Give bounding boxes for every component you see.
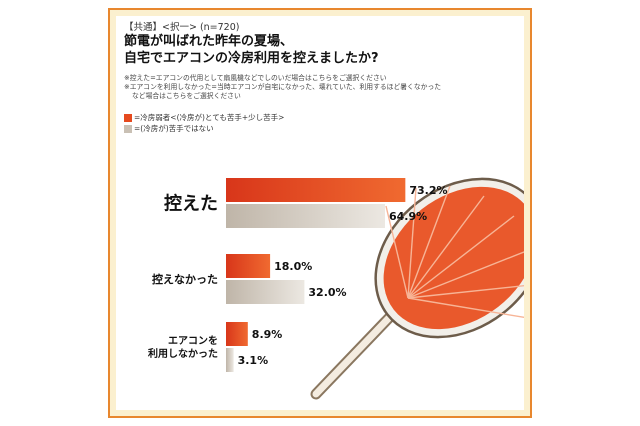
legend-swatch-notweak — [124, 124, 132, 133]
value-label-riyou-shinakatta-notweak: 3.1% — [238, 354, 269, 367]
legend-label-weak: =冷房弱者<(冷房が)とても苦手+少し苦手> — [134, 113, 285, 122]
bar-hikaeta-notweak — [226, 204, 386, 228]
value-label-riyou-shinakatta-weak: 8.9% — [252, 328, 283, 341]
bar-hikaenakatta-weak — [226, 254, 271, 278]
fan-ribs — [385, 185, 524, 319]
category-label-riyou-shinakatta-2: 利用しなかった — [148, 347, 218, 360]
survey-tag: 【共通】<択一> (n=720) — [124, 22, 240, 33]
chart-marks: 控えた 73.2% 64.9% 控えなかった 18.0% 32.0% エアコンを利用しなかっ… — [148, 178, 448, 372]
bar-chart: 控えた 73.2% 64.9% 控えなかった 18.0% 32.0% エアコンを利用しなかっ… — [148, 177, 524, 400]
chart-title: 節電が叫ばれた昨年の夏場、 自宅でエアコンの冷房利用を控えましたか? — [124, 33, 379, 67]
category-label-hikaeta: 控えた — [164, 192, 218, 214]
value-label-hikaenakatta-notweak: 32.0% — [308, 286, 346, 299]
bar-hikaenakatta-notweak — [226, 280, 305, 304]
bar-hikaeta-weak — [226, 178, 406, 202]
value-label-hikaeta-notweak: 64.9% — [389, 210, 427, 223]
note-2: ※エアコンを利用しなかった=当時エアコンが自宅になかった、壊れていた、利用するほ… — [124, 83, 442, 91]
bar-riyou-shinakatta-notweak — [226, 348, 234, 372]
legend-item-weak: =冷房弱者<(冷房が)とても苦手+少し苦手> — [124, 112, 284, 123]
value-label-hikaenakatta-weak: 18.0% — [274, 260, 312, 273]
title-line-2: 自宅でエアコンの冷房利用を控えましたか? — [124, 51, 379, 66]
value-label-hikaeta-weak: 73.2% — [409, 184, 447, 197]
legend-label-notweak: =(冷房が)苦手ではない — [134, 124, 214, 133]
note-3: など場合はこちらをご選択ください — [132, 92, 241, 100]
category-label-hikaenakatta: 控えなかった — [152, 272, 218, 286]
bar-riyou-shinakatta-weak — [226, 322, 248, 346]
chart-frame: 【共通】<択一> (n=720) 節電が叫ばれた昨年の夏場、 自宅でエアコンの冷… — [108, 8, 532, 418]
note-1: ※控えた=エアコンの代用として扇風機などでしのいだ場合はこちらをご選択ください — [124, 74, 387, 82]
category-label-riyou-shinakatta-1: エアコンを — [168, 335, 218, 347]
chart-panel: 【共通】<択一> (n=720) 節電が叫ばれた昨年の夏場、 自宅でエアコンの冷… — [116, 16, 524, 410]
uchiwa-fan-illustration — [310, 177, 524, 400]
title-line-1: 節電が叫ばれた昨年の夏場、 — [124, 34, 294, 49]
legend-swatch-weak — [124, 113, 132, 122]
legend-item-notweak: =(冷房が)苦手ではない — [124, 123, 214, 134]
